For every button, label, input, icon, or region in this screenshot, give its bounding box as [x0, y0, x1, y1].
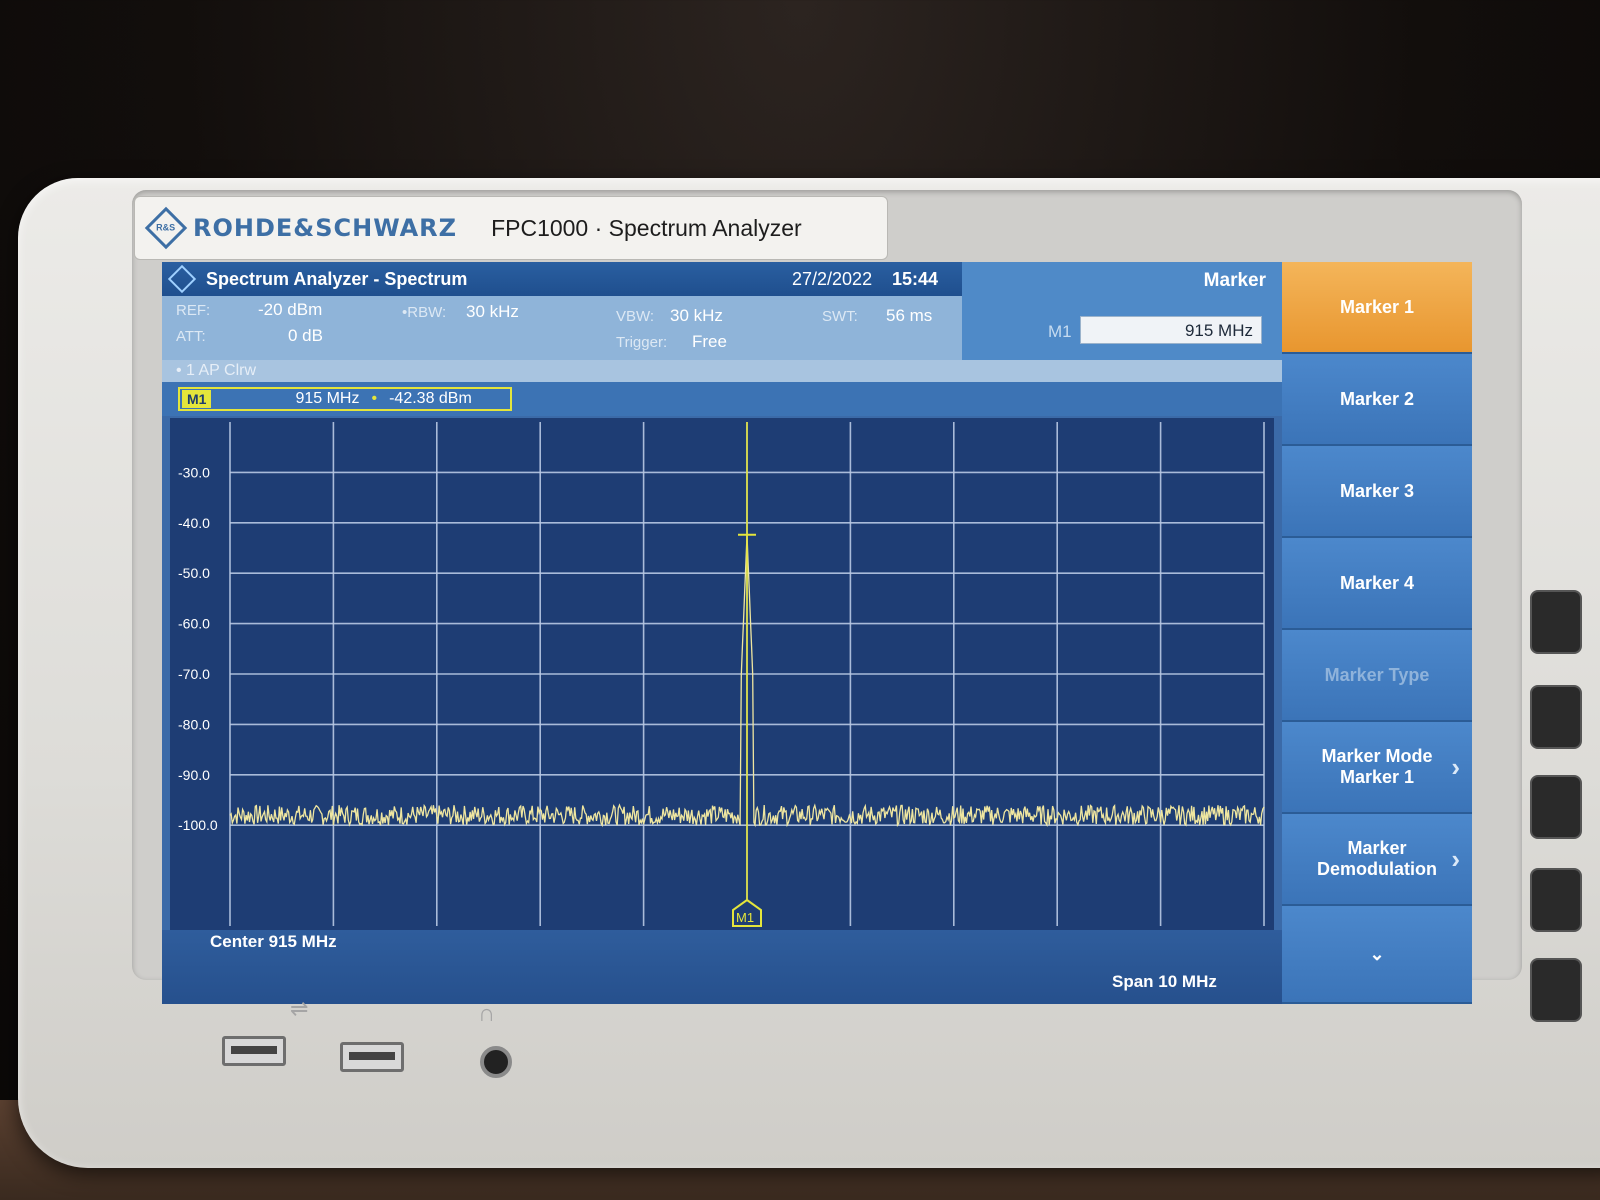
- marker-level: -42.38 dBm: [389, 390, 472, 407]
- softkey-label: Marker Mode Marker 1: [1321, 746, 1433, 787]
- vbw-value[interactable]: 30 kHz: [670, 306, 723, 325]
- spectrum-plot[interactable]: -30.0 -40.0 -50.0 -60.0 -70.0 -80.0 -90.0 -100.…: [170, 418, 1274, 930]
- softkey-4[interactable]: Marker 4: [1282, 538, 1472, 630]
- softkey-6[interactable]: Marker Mode Marker 1 ›: [1282, 722, 1472, 814]
- swt-value[interactable]: 56 ms: [886, 306, 933, 325]
- marker-flag-label: M1: [736, 910, 754, 925]
- softkey-1[interactable]: Marker 1: [1282, 262, 1472, 354]
- chevron-right-icon: ›: [1451, 843, 1460, 874]
- hardware-key-3[interactable]: [1530, 775, 1582, 839]
- window-title: Spectrum Analyzer - Spectrum: [206, 268, 468, 289]
- att-value[interactable]: 0 dB: [288, 326, 323, 345]
- hardware-key-2[interactable]: [1530, 685, 1582, 749]
- usb-icon: ⇌: [290, 996, 309, 1021]
- softkey-label: Marker Type: [1324, 664, 1430, 685]
- hardware-key-1[interactable]: [1530, 590, 1582, 654]
- softkey-3[interactable]: Marker 3: [1282, 446, 1472, 538]
- trigger-label: Trigger:: [616, 334, 668, 351]
- softkey-label: ⌄: [1369, 943, 1385, 964]
- brand-plate: R&S ROHDE&SCHWARZ FPC1000 · Spectrum Ana…: [134, 196, 888, 260]
- rbw-label: •RBW:: [402, 304, 447, 321]
- hardware-key-5[interactable]: [1530, 958, 1582, 1022]
- y-tick-label: -80.0: [178, 716, 210, 732]
- y-tick-label: -90.0: [178, 767, 210, 783]
- softkey-5[interactable]: Marker Type: [1282, 630, 1472, 722]
- att-label: ATT:: [176, 328, 206, 345]
- softkey-label: Marker 2: [1339, 388, 1415, 409]
- usb-port-1: [222, 1036, 286, 1066]
- analyzer-screen: Spectrum Analyzer - Spectrum 27/2/2022 1…: [162, 262, 1472, 1004]
- marker-menu-header: Marker M1 915 MHz: [962, 262, 1282, 360]
- marker-frequency: 915 MHz: [295, 390, 360, 407]
- marker-readout-box[interactable]: M1 915 MHz • -42.38 dBm: [178, 387, 512, 411]
- brand-name: ROHDE&SCHWARZ: [193, 214, 458, 242]
- trigger-value[interactable]: Free: [692, 332, 727, 351]
- trace-mode-label: • 1 AP Clrw: [176, 362, 256, 379]
- trace-info: • 1 AP Clrw: [162, 360, 1282, 382]
- y-tick-label: -100.0: [178, 817, 218, 833]
- softkey-8[interactable]: ⌄: [1282, 906, 1472, 1004]
- marker-readout-row: M1 915 MHz • -42.38 dBm: [162, 382, 1282, 416]
- softkey-label: Marker 3: [1339, 480, 1415, 501]
- y-tick-label: -30.0: [178, 464, 210, 480]
- y-tick-label: -40.0: [178, 515, 210, 531]
- m1-frequency-input[interactable]: 915 MHz: [1080, 316, 1262, 344]
- span-label[interactable]: Span 10 MHz: [1112, 972, 1217, 991]
- headphone-jack: [480, 1046, 512, 1078]
- softkey-label: Marker 1: [1339, 296, 1415, 317]
- hardware-key-4[interactable]: [1530, 868, 1582, 932]
- menu-title: Marker: [1203, 270, 1266, 291]
- softkey-label: Marker Demodulation: [1317, 838, 1437, 879]
- ref-label: REF:: [176, 302, 211, 319]
- marker-tag: M1: [182, 390, 212, 408]
- softkey-label: Marker 4: [1339, 572, 1415, 593]
- y-tick-label: -50.0: [178, 565, 210, 581]
- softkey-2[interactable]: Marker 2: [1282, 354, 1472, 446]
- date-readout: 27/2/2022: [792, 268, 873, 289]
- marker-flag-icon: [732, 898, 762, 927]
- spectrum-svg: -30.0 -40.0 -50.0 -60.0 -70.0 -80.0 -90.0 -100.…: [178, 422, 1265, 927]
- rohde-schwarz-logo-icon: R&S: [144, 206, 188, 250]
- device-model: FPC1000 · Spectrum Analyzer: [491, 214, 802, 241]
- swt-label: SWT:: [822, 308, 858, 325]
- app-diamond-icon: [167, 264, 197, 294]
- ref-value[interactable]: -20 dBm: [258, 300, 323, 319]
- headphone-icon: ∩: [478, 1000, 496, 1027]
- usb-port-2: [340, 1042, 404, 1072]
- m1-entry-label: M1: [1048, 322, 1072, 341]
- vbw-label: VBW:: [616, 308, 655, 325]
- center-frequency-label[interactable]: Center 915 MHz: [210, 932, 337, 951]
- softkey-7[interactable]: Marker Demodulation ›: [1282, 814, 1472, 906]
- chevron-right-icon: ›: [1451, 751, 1460, 782]
- time-readout: 15:44: [892, 268, 939, 289]
- y-tick-label: -70.0: [178, 666, 210, 682]
- softkey-panel: Marker 1 Marker 2 Marker 3 Marker 4 Marker T…: [1282, 262, 1472, 1004]
- frequency-bar: Center 915 MHz Span 10 MHz: [162, 930, 1282, 1004]
- rbw-value[interactable]: 30 kHz: [466, 302, 519, 321]
- marker-separator: •: [371, 390, 378, 407]
- y-tick-label: -60.0: [178, 616, 210, 632]
